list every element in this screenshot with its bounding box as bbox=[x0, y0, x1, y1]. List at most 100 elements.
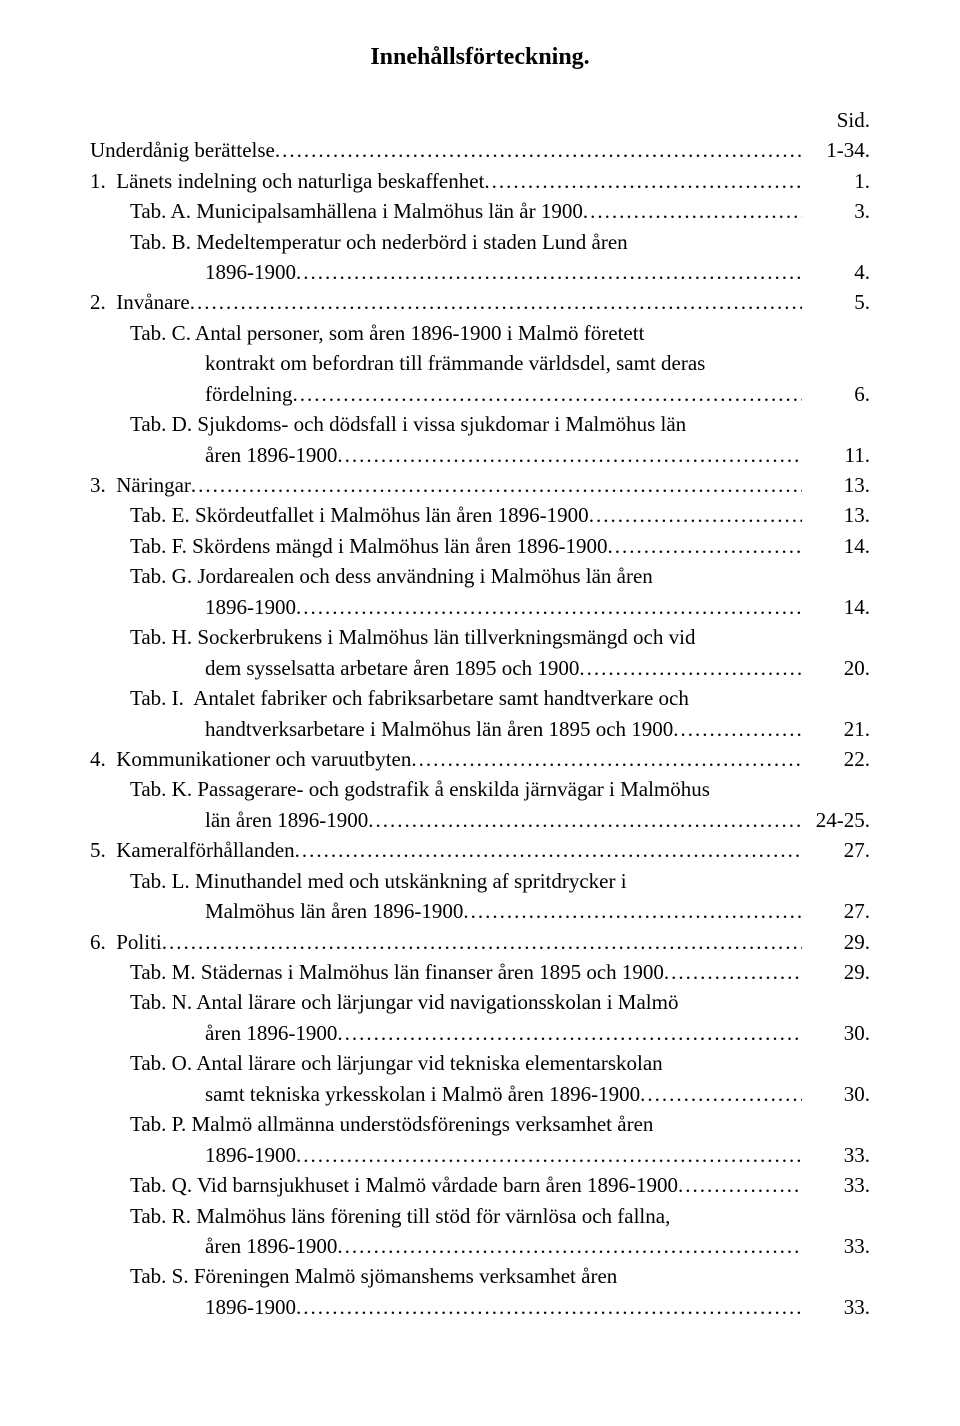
toc-entry-text: Tab. S. Föreningen Malmö sjömanshems ver… bbox=[130, 1261, 617, 1291]
toc-entry-page: 5. bbox=[802, 287, 870, 317]
toc-entry-page: 3. bbox=[802, 196, 870, 226]
toc-entry: Tab. L. Minuthandel med och utskänkning … bbox=[90, 866, 870, 896]
toc-leader bbox=[162, 927, 802, 957]
toc-entry-text: 6. Politi bbox=[90, 927, 162, 957]
toc-entry: 1. Länets indelning och naturliga beskaf… bbox=[90, 166, 870, 196]
toc-entry: Tab. I. Antalet fabriker och fabriksarbe… bbox=[90, 683, 870, 713]
toc-leader bbox=[463, 896, 802, 926]
toc-leader bbox=[337, 440, 802, 470]
toc-entry-text: 2. Invånare bbox=[90, 287, 190, 317]
toc-entry-text: 1896-1900 bbox=[205, 1292, 296, 1322]
toc-leader bbox=[275, 135, 802, 165]
toc-entry-page: 20. bbox=[802, 653, 870, 683]
toc-entry-page: 29. bbox=[802, 957, 870, 987]
toc-leader bbox=[589, 500, 802, 530]
toc-entry-text: Tab. R. Malmöhus läns förening till stöd… bbox=[130, 1201, 670, 1231]
toc-entry-text: Tab. M. Städernas i Malmöhus län finanse… bbox=[130, 957, 664, 987]
toc-leader bbox=[579, 653, 802, 683]
toc-entry: 1896-19004. bbox=[90, 257, 870, 287]
page: Innehållsförteckning. Sid. Underdånig be… bbox=[0, 0, 960, 1382]
toc-entry-text: Tab. Q. Vid barnsjukhuset i Malmö vårdad… bbox=[130, 1170, 678, 1200]
toc-leader bbox=[368, 805, 802, 835]
toc-entry: Tab. G. Jordarealen och dess användning … bbox=[90, 561, 870, 591]
toc-leader bbox=[190, 287, 802, 317]
toc-entry: Tab. E. Skördeutfallet i Malmöhus län år… bbox=[90, 500, 870, 530]
toc-leader bbox=[296, 1140, 802, 1170]
toc-entry-text: Tab. L. Minuthandel med och utskänkning … bbox=[130, 866, 627, 896]
toc-entry-page: 33. bbox=[802, 1170, 870, 1200]
toc-entry-page: 33. bbox=[802, 1231, 870, 1261]
toc-entry-page: 1. bbox=[802, 166, 870, 196]
toc-entry: Tab. Q. Vid barnsjukhuset i Malmö vårdad… bbox=[90, 1170, 870, 1200]
toc-entry: 5. Kameralförhållanden 27. bbox=[90, 835, 870, 865]
page-column-header: Sid. bbox=[90, 105, 870, 135]
toc-leader bbox=[673, 714, 802, 744]
toc-entry: kontrakt om befordran till främmande vär… bbox=[90, 348, 870, 378]
toc-entry-text: åren 1896-1900 bbox=[205, 1231, 337, 1261]
toc-entry-text: Tab. F. Skördens mängd i Malmöhus län år… bbox=[130, 531, 607, 561]
toc-entry-text: 3. Näringar bbox=[90, 470, 191, 500]
toc-entry: åren 1896-190011. bbox=[90, 440, 870, 470]
toc-leader bbox=[191, 470, 802, 500]
toc-entry-page: 24-25. bbox=[802, 805, 870, 835]
toc-entry-text: Tab. K. Passagerare- och godstrafik å en… bbox=[130, 774, 710, 804]
toc-entry-page: 29. bbox=[802, 927, 870, 957]
toc-leader bbox=[296, 257, 802, 287]
toc-entry-text: län åren 1896-1900 bbox=[205, 805, 368, 835]
toc-entry-page: 27. bbox=[802, 896, 870, 926]
toc-entry-page: 13. bbox=[802, 470, 870, 500]
toc-list: Underdånig berättelse1-34.1. Länets inde… bbox=[90, 135, 870, 1322]
toc-entry-text: fördelning bbox=[205, 379, 292, 409]
toc-entry-page: 27. bbox=[802, 835, 870, 865]
toc-entry: Tab. D. Sjukdoms- och dödsfall i vissa s… bbox=[90, 409, 870, 439]
toc-entry: fördelning 6. bbox=[90, 379, 870, 409]
toc-entry: 6. Politi 29. bbox=[90, 927, 870, 957]
toc-entry: län åren 1896-1900 24-25. bbox=[90, 805, 870, 835]
toc-entry: handtverksarbetare i Malmöhus län åren 1… bbox=[90, 714, 870, 744]
toc-entry-text: Tab. G. Jordarealen och dess användning … bbox=[130, 561, 653, 591]
toc-entry: Malmöhus län åren 1896-190027. bbox=[90, 896, 870, 926]
toc-entry: Tab. K. Passagerare- och godstrafik å en… bbox=[90, 774, 870, 804]
toc-entry: åren 1896-1900 33. bbox=[90, 1231, 870, 1261]
toc-entry: Underdånig berättelse1-34. bbox=[90, 135, 870, 165]
toc-entry: Tab. P. Malmö allmänna understödsförenin… bbox=[90, 1109, 870, 1139]
toc-entry: Tab. C. Antal personer, som åren 1896-19… bbox=[90, 318, 870, 348]
toc-entry-text: kontrakt om befordran till främmande vär… bbox=[205, 348, 705, 378]
toc-entry-page: 30. bbox=[802, 1018, 870, 1048]
toc-entry: 1896-1900 33. bbox=[90, 1292, 870, 1322]
toc-leader bbox=[484, 166, 802, 196]
toc-leader bbox=[678, 1170, 802, 1200]
toc-entry-page: 33. bbox=[802, 1140, 870, 1170]
toc-entry: Tab. N. Antal lärare och lärjungar vid n… bbox=[90, 987, 870, 1017]
toc-entry: Tab. S. Föreningen Malmö sjömanshems ver… bbox=[90, 1261, 870, 1291]
toc-entry: 1896-190014. bbox=[90, 592, 870, 622]
toc-entry-page: 21. bbox=[802, 714, 870, 744]
toc-entry-text: åren 1896-1900 bbox=[205, 1018, 337, 1048]
toc-entry: 1896-190033. bbox=[90, 1140, 870, 1170]
toc-entry-text: Underdånig berättelse bbox=[90, 135, 275, 165]
toc-entry-text: 4. Kommunikationer och varuutbyten bbox=[90, 744, 411, 774]
toc-entry: åren 1896-1900 30. bbox=[90, 1018, 870, 1048]
toc-leader bbox=[583, 196, 802, 226]
toc-leader bbox=[664, 957, 802, 987]
toc-entry-text: handtverksarbetare i Malmöhus län åren 1… bbox=[205, 714, 673, 744]
toc-entry: 4. Kommunikationer och varuutbyten22. bbox=[90, 744, 870, 774]
toc-entry-text: Tab. E. Skördeutfallet i Malmöhus län år… bbox=[130, 500, 589, 530]
toc-entry-page: 33. bbox=[802, 1292, 870, 1322]
toc-entry-text: åren 1896-1900 bbox=[205, 440, 337, 470]
toc-entry-text: samt tekniska yrkesskolan i Malmö åren 1… bbox=[205, 1079, 640, 1109]
toc-entry: Tab. O. Antal lärare och lärjungar vid t… bbox=[90, 1048, 870, 1078]
toc-entry-page: 13. bbox=[802, 500, 870, 530]
toc-entry-text: Tab. A. Municipalsamhällena i Malmöhus l… bbox=[130, 196, 583, 226]
toc-entry-text: 5. Kameralförhållanden bbox=[90, 835, 295, 865]
toc-entry: Tab. H. Sockerbrukens i Malmöhus län til… bbox=[90, 622, 870, 652]
toc-leader bbox=[296, 1292, 802, 1322]
toc-entry-text: 1896-1900 bbox=[205, 257, 296, 287]
toc-entry-page: 6. bbox=[802, 379, 870, 409]
toc-leader bbox=[296, 592, 802, 622]
toc-entry: dem sysselsatta arbetare åren 1895 och 1… bbox=[90, 653, 870, 683]
toc-entry-text: Tab. P. Malmö allmänna understödsförenin… bbox=[130, 1109, 653, 1139]
toc-entry-text: 1. Länets indelning och naturliga beskaf… bbox=[90, 166, 484, 196]
page-title: Innehållsförteckning. bbox=[90, 40, 870, 75]
toc-entry-text: Tab. B. Medeltemperatur och nederbörd i … bbox=[130, 227, 628, 257]
